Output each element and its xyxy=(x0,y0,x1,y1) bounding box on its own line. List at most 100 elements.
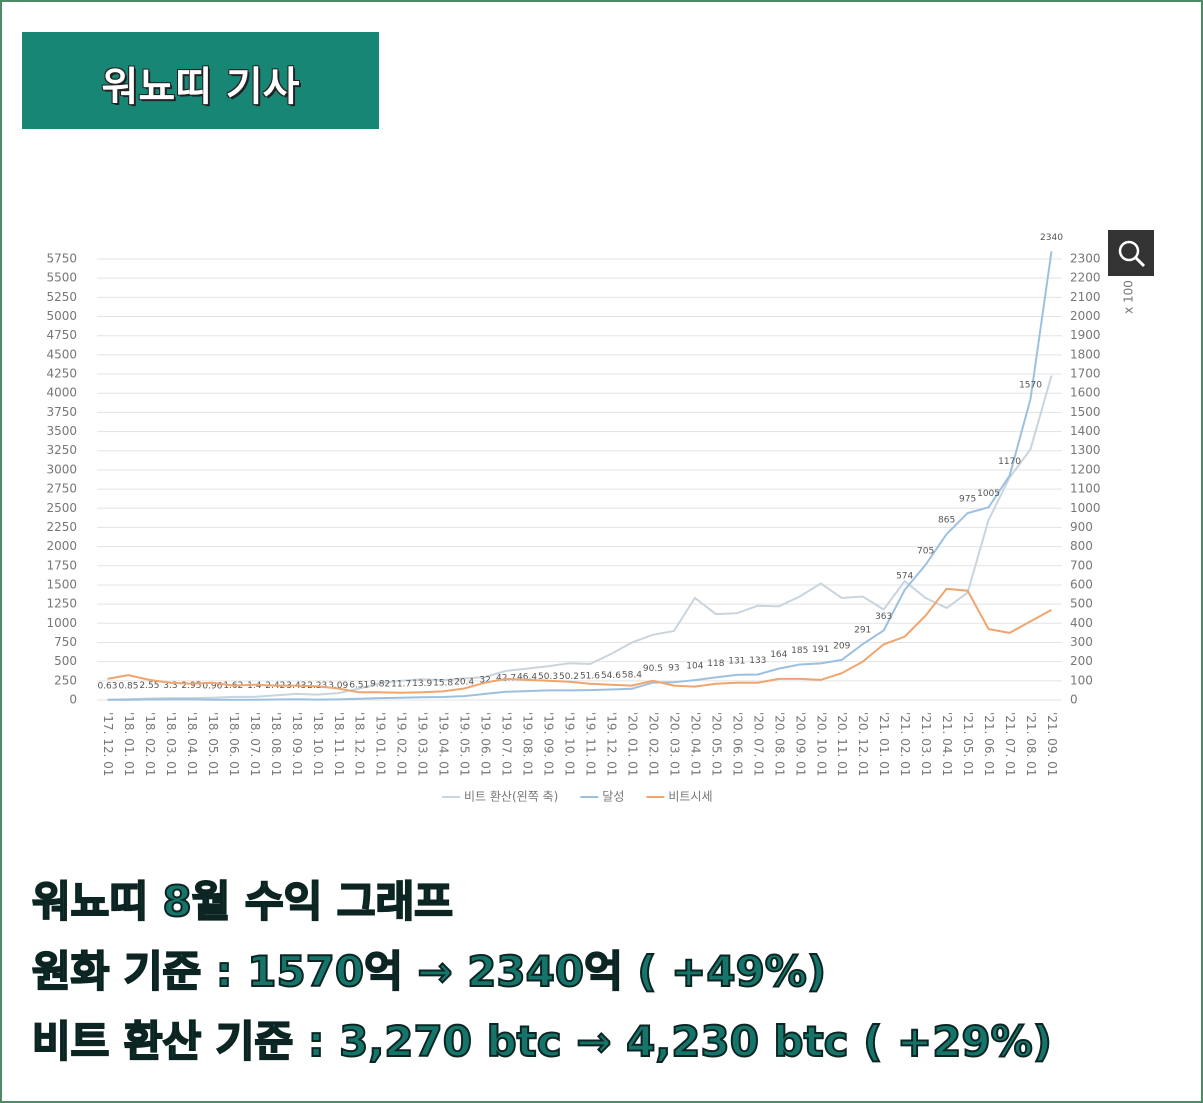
x-tick-label: '19. 10. 01 xyxy=(563,712,577,776)
x-tick-label: '18. 10. 01 xyxy=(311,712,325,776)
y-tick-label: 2000 xyxy=(46,539,77,553)
y2-tick-label: 1100 xyxy=(1070,482,1101,496)
data-label: 15.8 xyxy=(433,678,453,688)
x-tick-label: '20. 10. 01 xyxy=(814,712,828,776)
y2-tick-label: 1000 xyxy=(1070,501,1101,515)
y2-tick-label: 100 xyxy=(1070,673,1093,687)
x-tick-label: '19. 09. 01 xyxy=(542,712,556,776)
zoom-icon[interactable] xyxy=(1108,230,1154,276)
x-tick-label: '20. 05. 01 xyxy=(709,712,723,776)
data-label: 104 xyxy=(686,662,703,672)
legend-label: 비트시세 xyxy=(668,790,712,804)
x-tick-label: '17. 12. 01 xyxy=(101,712,115,776)
x-tick-label: '18. 07. 01 xyxy=(248,712,262,776)
y-tick-label: 750 xyxy=(54,635,77,649)
data-label: 2.55 xyxy=(139,681,159,691)
y2-tick-label: 1700 xyxy=(1070,367,1101,381)
y-tick-label: 5500 xyxy=(46,271,77,285)
x-tick-label: '19. 05. 01 xyxy=(458,712,472,776)
data-label: 975 xyxy=(959,495,976,505)
y-tick-label: 4750 xyxy=(46,328,77,342)
x-tick-label: '18. 03. 01 xyxy=(164,712,178,776)
y2-tick-label: 2200 xyxy=(1070,271,1101,285)
y-tick-label: 4500 xyxy=(46,347,77,361)
x-tick-label: '18. 01. 01 xyxy=(122,712,136,776)
data-label: 11.7 xyxy=(391,679,411,689)
x-tick-label: '18. 11. 01 xyxy=(332,712,346,776)
x-tick-label: '19. 07. 01 xyxy=(500,712,514,776)
y2-tick-label: 400 xyxy=(1070,616,1093,630)
x-tick-label: '20. 01. 01 xyxy=(625,712,639,776)
y-tick-label: 3250 xyxy=(46,443,77,457)
y2-tick-label: 300 xyxy=(1070,635,1093,649)
y-tick-label: 250 xyxy=(54,673,77,687)
x-tick-label: '18. 06. 01 xyxy=(227,712,241,776)
data-label: 363 xyxy=(875,612,892,622)
x-tick-label: '20. 09. 01 xyxy=(793,712,807,776)
x-tick-label: '18. 12. 01 xyxy=(353,712,367,776)
data-label: 6.51 xyxy=(349,680,369,690)
y2-tick-label: 1400 xyxy=(1070,424,1101,438)
data-label: 51.6 xyxy=(580,672,600,682)
y-tick-label: 1000 xyxy=(46,616,77,630)
y2-tick-label: 700 xyxy=(1070,558,1093,572)
x-tick-label: '20. 03. 01 xyxy=(667,712,681,776)
data-label: 164 xyxy=(770,650,787,660)
x-tick-label: '21. 04. 01 xyxy=(940,712,954,776)
data-label: 291 xyxy=(854,626,871,636)
x-tick-label: '18. 02. 01 xyxy=(143,712,157,776)
x-tick-label: '20. 07. 01 xyxy=(751,712,765,776)
data-label: 0.96 xyxy=(202,681,222,691)
header-title: 워뇨띠 기사 xyxy=(101,64,300,110)
y2-tick-label: 1300 xyxy=(1070,443,1101,457)
caption-line: 비트 환산 기준 : 3,270 btc → 4,230 btc ( +29%) xyxy=(31,1016,1053,1067)
y-tick-label: 500 xyxy=(54,654,77,668)
x-tick-label: '21. 01. 01 xyxy=(877,712,891,776)
data-label: 90.5 xyxy=(643,664,663,674)
y2-tick-label: 0 xyxy=(1070,693,1078,707)
data-label: 209 xyxy=(833,641,850,651)
data-label: 9.82 xyxy=(370,680,390,690)
data-label: 705 xyxy=(917,546,934,556)
y-tick-label: 3750 xyxy=(46,405,77,419)
x-tick-label: '20. 12. 01 xyxy=(856,712,870,776)
y2-tick-label: 2300 xyxy=(1070,252,1101,266)
x-tick-label: '18. 04. 01 xyxy=(185,712,199,776)
y-tick-label: 1500 xyxy=(46,577,77,591)
data-label: 1570 xyxy=(1019,380,1042,390)
series-line xyxy=(107,375,1053,701)
data-label: 1005 xyxy=(977,489,1000,499)
x-tick-label: '21. 08. 01 xyxy=(1024,712,1038,776)
caption-line: 워뇨띠 8월 수익 그래프 xyxy=(31,876,454,927)
x-tick-label: '20. 11. 01 xyxy=(835,712,849,776)
x-tick-label: '21. 05. 01 xyxy=(961,712,975,776)
x-tick-label: '19. 12. 01 xyxy=(604,712,618,776)
y-tick-label: 1750 xyxy=(46,558,77,572)
x-tick-label: '21. 07. 01 xyxy=(1003,712,1017,776)
x-tick-label: '21. 02. 01 xyxy=(898,712,912,776)
data-label: 93 xyxy=(668,664,679,674)
y-tick-label: 3000 xyxy=(46,462,77,476)
data-label: 3.09 xyxy=(328,681,348,691)
y2-tick-label: 600 xyxy=(1070,577,1093,591)
y-tick-label: 2500 xyxy=(46,501,77,515)
data-label: 865 xyxy=(938,516,955,526)
x-tick-label: '21. 03. 01 xyxy=(919,712,933,776)
series-line xyxy=(107,587,1052,694)
data-label: 54.6 xyxy=(601,671,621,681)
data-label: 0.85 xyxy=(118,681,138,691)
y2-tick-label: 2100 xyxy=(1070,290,1101,304)
x-tick-label: '21. 09. 01 xyxy=(1045,712,1059,776)
x-tick-label: '18. 09. 01 xyxy=(290,712,304,776)
data-label: 50.3 xyxy=(538,672,558,682)
x-tick-label: '18. 08. 01 xyxy=(269,712,283,776)
x-tick-label: '20. 08. 01 xyxy=(772,712,786,776)
x-tick-label: '19. 01. 01 xyxy=(374,712,388,776)
y-tick-label: 4000 xyxy=(46,386,77,400)
x-tick-label: '19. 02. 01 xyxy=(395,712,409,776)
data-label: 131 xyxy=(728,656,745,666)
data-label: 191 xyxy=(812,645,829,655)
caption-line: 원화 기준 : 1570억 → 2340억 ( +49%) xyxy=(31,946,827,997)
y-tick-label: 3500 xyxy=(46,424,77,438)
x-tick-label: '20. 04. 01 xyxy=(688,712,702,776)
